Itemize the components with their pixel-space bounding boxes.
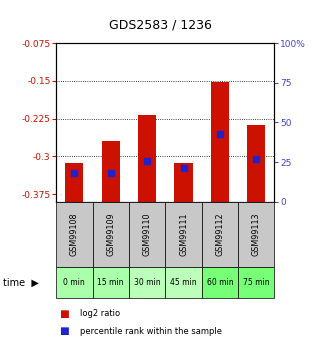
Text: 15 min: 15 min xyxy=(98,278,124,287)
Text: GSM99109: GSM99109 xyxy=(106,213,115,256)
Text: ■: ■ xyxy=(59,309,69,319)
Point xyxy=(254,156,259,162)
Text: GSM99110: GSM99110 xyxy=(143,213,152,256)
Text: percentile rank within the sample: percentile rank within the sample xyxy=(80,327,222,336)
Point xyxy=(217,131,222,136)
Point xyxy=(72,170,77,176)
Bar xyxy=(102,141,120,202)
Text: 30 min: 30 min xyxy=(134,278,160,287)
Text: time  ▶: time ▶ xyxy=(3,278,39,288)
Text: log2 ratio: log2 ratio xyxy=(80,309,120,318)
Bar xyxy=(247,125,265,202)
Bar xyxy=(65,163,83,202)
Text: GDS2583 / 1236: GDS2583 / 1236 xyxy=(109,19,212,32)
Bar xyxy=(211,82,229,202)
Text: GSM99112: GSM99112 xyxy=(215,213,224,256)
Bar xyxy=(138,115,156,202)
Text: GSM99113: GSM99113 xyxy=(252,213,261,256)
Text: 0 min: 0 min xyxy=(64,278,85,287)
Text: 60 min: 60 min xyxy=(207,278,233,287)
Text: 75 min: 75 min xyxy=(243,278,270,287)
Text: 45 min: 45 min xyxy=(170,278,197,287)
Bar xyxy=(174,163,193,202)
Text: ■: ■ xyxy=(59,326,69,336)
Text: GSM99108: GSM99108 xyxy=(70,213,79,256)
Point xyxy=(108,170,113,176)
Point xyxy=(181,166,186,171)
Point xyxy=(144,158,150,163)
Text: GSM99111: GSM99111 xyxy=(179,213,188,256)
